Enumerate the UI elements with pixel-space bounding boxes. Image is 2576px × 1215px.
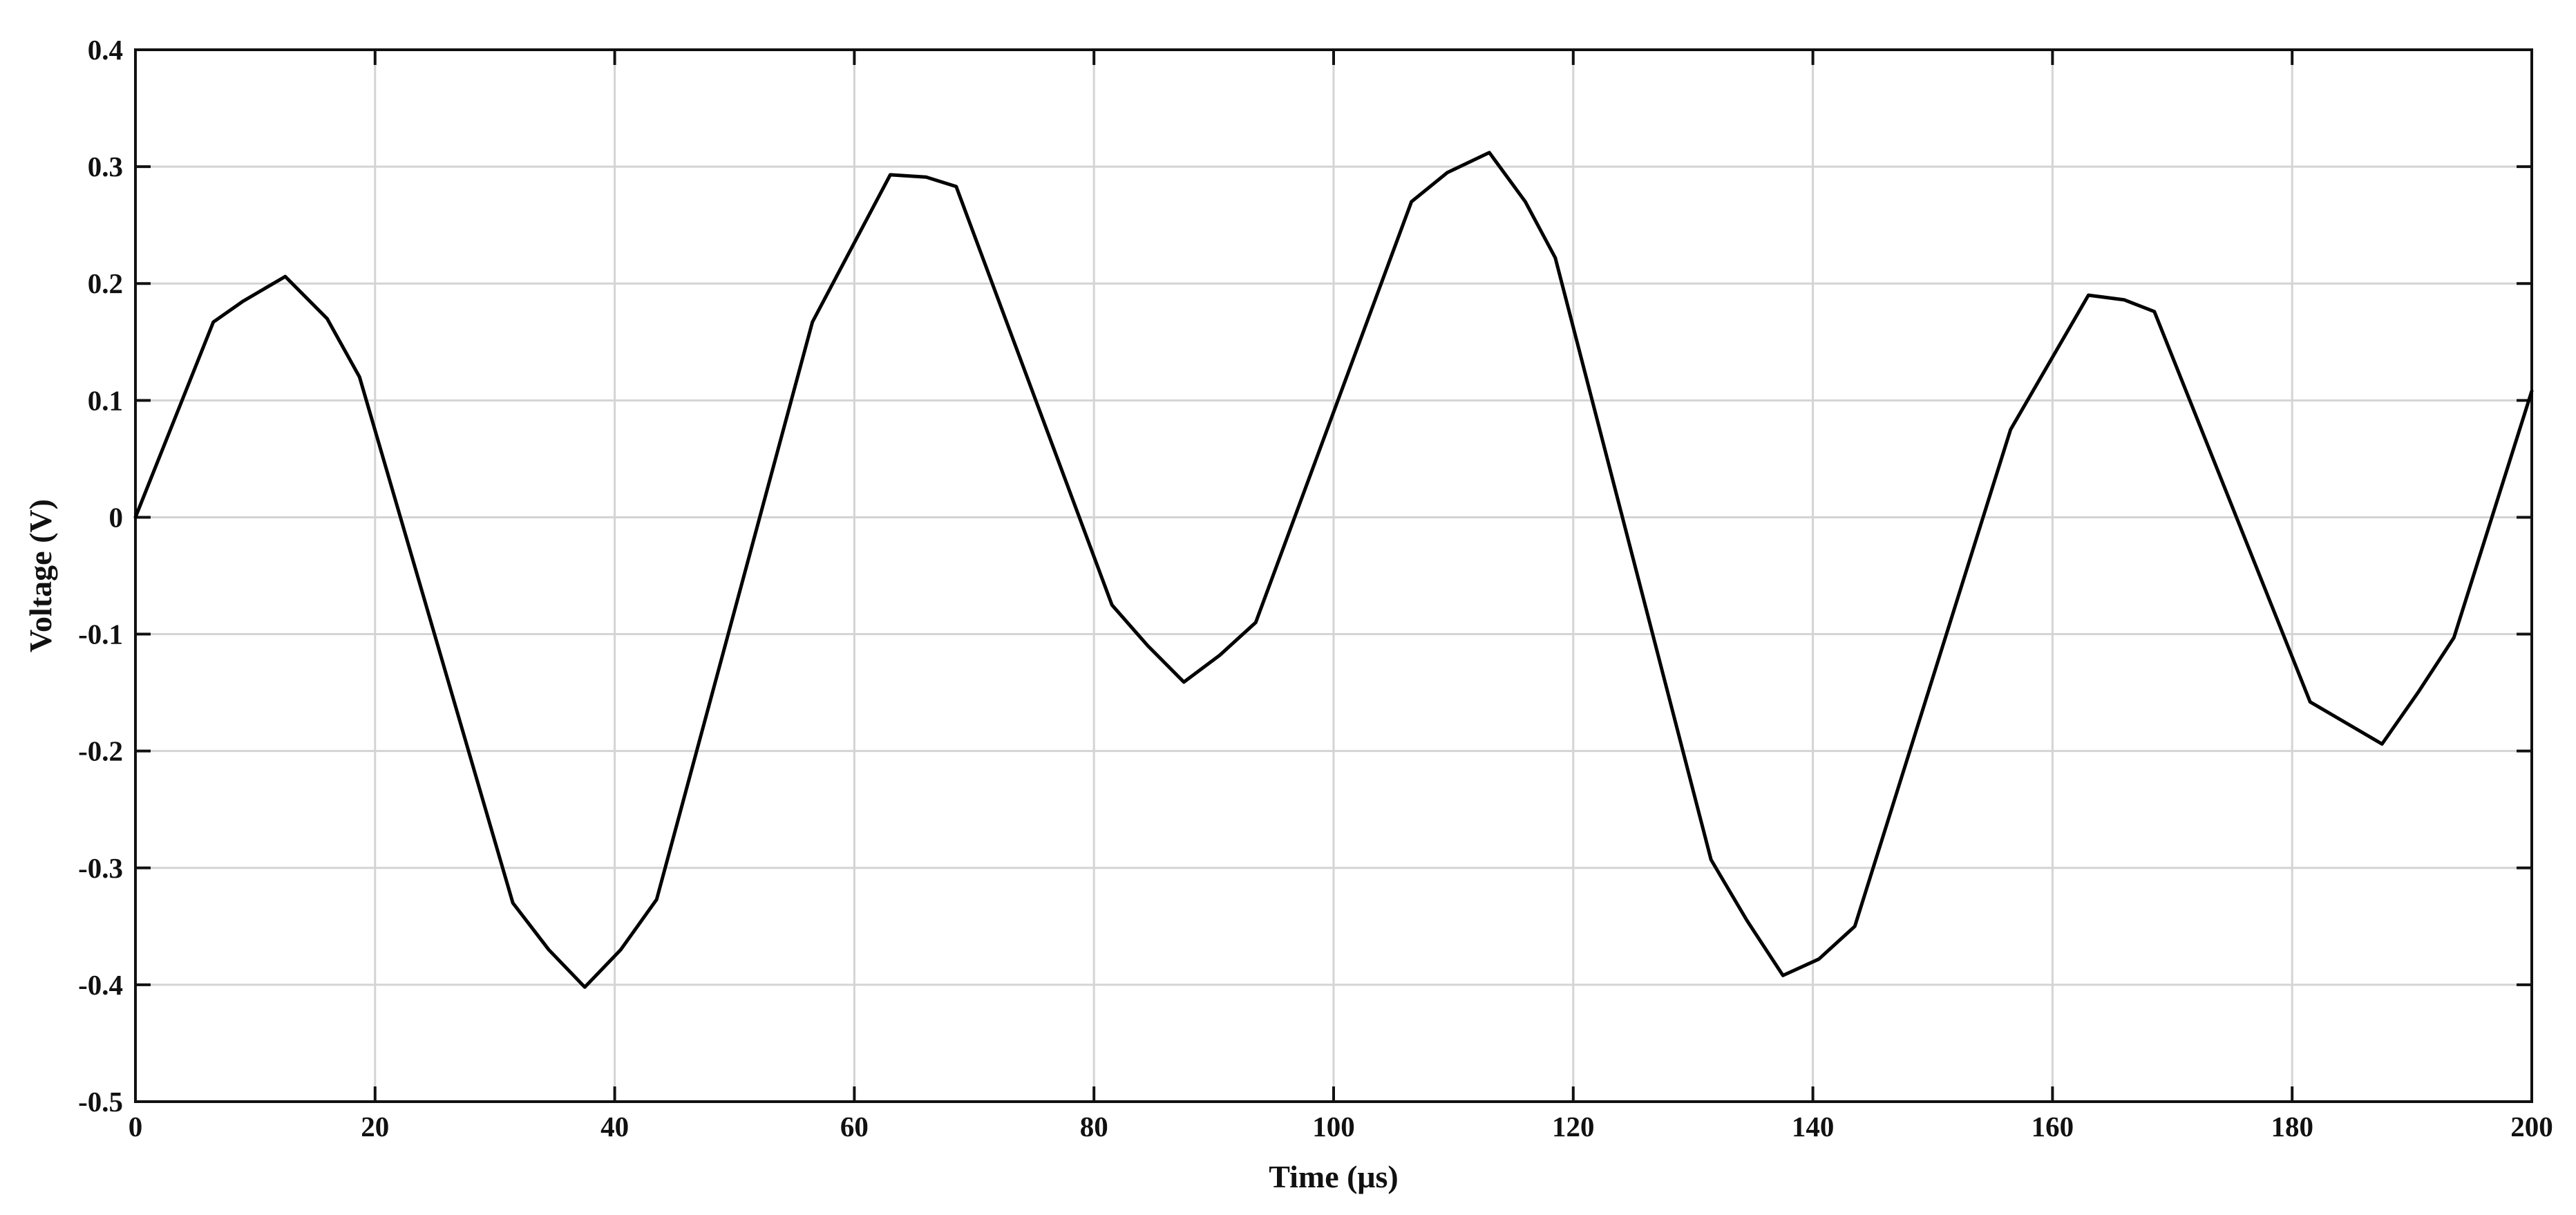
x-tick-label: 200 bbox=[2510, 1111, 2553, 1142]
x-tick-label: 140 bbox=[1792, 1111, 1835, 1142]
x-tick-label: 60 bbox=[840, 1111, 869, 1142]
y-tick-label: -0.1 bbox=[78, 619, 123, 650]
series-layer bbox=[133, 151, 2534, 989]
x-tick-label: 120 bbox=[1552, 1111, 1595, 1142]
x-tick-label: 20 bbox=[361, 1111, 389, 1142]
x-tick-label: 80 bbox=[1080, 1111, 1108, 1142]
y-tick-label: 0.4 bbox=[88, 34, 123, 66]
y-tick-label: -0.5 bbox=[78, 1086, 123, 1118]
y-tick-label: 0.3 bbox=[88, 151, 123, 182]
x-tick-label: 0 bbox=[129, 1111, 143, 1142]
y-tick-label: -0.4 bbox=[78, 969, 123, 1001]
x-tick-label: 40 bbox=[600, 1111, 629, 1142]
grid-layer bbox=[135, 50, 2532, 1102]
x-tick-label: 160 bbox=[2032, 1111, 2074, 1142]
y-tick-label: 0 bbox=[109, 501, 124, 533]
y-tick-label: -0.3 bbox=[78, 852, 123, 884]
label-layer: 0 20 40 60 80 100 120 140 160 180 200 -0.5 -0.4 -0.3 -… bbox=[78, 34, 2553, 1142]
series-line bbox=[133, 151, 2534, 989]
y-tick-label: 0.1 bbox=[88, 384, 123, 416]
y-axis-title: Voltage (V) bbox=[23, 499, 58, 652]
x-tick-label: 100 bbox=[1312, 1111, 1355, 1142]
x-tick-label: 180 bbox=[2271, 1111, 2313, 1142]
y-tick-label: 0.2 bbox=[88, 267, 123, 299]
x-axis-title: Time (μs) bbox=[1269, 1159, 1398, 1194]
y-tick-label: -0.2 bbox=[78, 735, 123, 767]
axes-layer bbox=[134, 48, 2533, 1103]
